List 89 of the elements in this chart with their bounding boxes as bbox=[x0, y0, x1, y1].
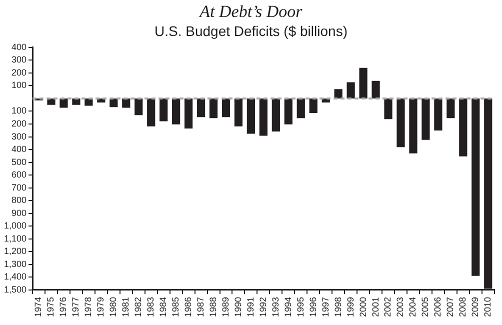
bar bbox=[234, 98, 243, 126]
bar bbox=[434, 98, 442, 131]
y-tick-label: 300 bbox=[11, 131, 27, 142]
x-tick-label: 1982 bbox=[133, 296, 144, 318]
chart-title: At Debt’s Door bbox=[198, 2, 304, 22]
bar bbox=[372, 80, 380, 98]
y-tick-label: 200 bbox=[11, 118, 27, 128]
x-tick-label: 1992 bbox=[258, 296, 268, 318]
bar bbox=[334, 89, 342, 98]
bar bbox=[422, 98, 430, 140]
x-tick-label: 1978 bbox=[83, 296, 94, 318]
bar bbox=[72, 98, 80, 105]
bar bbox=[184, 98, 193, 128]
x-tick-label: 1996 bbox=[308, 296, 318, 318]
x-tick-label: 1986 bbox=[183, 296, 194, 318]
chart-subtitle: U.S. Budget Deficits ($ billions) bbox=[154, 22, 348, 40]
x-tick-label: 1995 bbox=[295, 296, 306, 318]
bar bbox=[346, 82, 355, 98]
y-tick-label: 300 bbox=[11, 54, 27, 65]
bar bbox=[359, 68, 368, 98]
x-tick-label: 2003 bbox=[395, 296, 406, 318]
bar bbox=[259, 98, 268, 136]
bar bbox=[160, 98, 168, 122]
y-tick-label: 1,500 bbox=[4, 284, 27, 294]
bar bbox=[147, 98, 156, 126]
y-tick-label: 1,100 bbox=[4, 233, 27, 244]
x-tick-label: 2002 bbox=[382, 296, 393, 318]
x-tick-label: 2001 bbox=[370, 296, 380, 318]
bar bbox=[296, 98, 305, 118]
y-tick-label: 100 bbox=[11, 80, 27, 90]
x-tick-label: 1998 bbox=[332, 296, 343, 318]
x-tick-label: 1990 bbox=[232, 296, 243, 318]
bar bbox=[222, 98, 230, 118]
y-tick-label: 100 bbox=[11, 106, 27, 116]
bar bbox=[134, 98, 143, 116]
x-tick-label: 2008 bbox=[458, 296, 468, 318]
x-tick-label: 2000 bbox=[358, 296, 368, 318]
x-tick-label: 1994 bbox=[282, 296, 293, 318]
y-tick-label: 800 bbox=[11, 195, 27, 206]
x-tick-label: 2006 bbox=[432, 296, 443, 318]
bar bbox=[396, 98, 405, 148]
bar bbox=[409, 98, 418, 154]
x-tick-label: 2009 bbox=[470, 296, 480, 318]
x-tick-label: 1987 bbox=[196, 296, 206, 318]
y-tick-label: 400 bbox=[11, 42, 27, 52]
bar bbox=[309, 98, 318, 114]
x-tick-label: 1984 bbox=[158, 296, 168, 318]
bar bbox=[47, 98, 56, 105]
bar bbox=[459, 98, 468, 156]
y-tick-label: 900 bbox=[11, 208, 27, 218]
y-tick-label: 1,400 bbox=[4, 272, 27, 282]
x-tick-label: 1983 bbox=[146, 296, 156, 318]
y-tick-label: 700 bbox=[11, 182, 27, 192]
bar bbox=[60, 98, 68, 108]
x-tick-label: 1993 bbox=[270, 296, 280, 318]
x-tick-label: 1997 bbox=[320, 296, 330, 318]
y-tick-label: 1,300 bbox=[4, 258, 27, 269]
x-tick-label: 1979 bbox=[96, 296, 106, 318]
bar bbox=[246, 98, 256, 134]
bar bbox=[446, 98, 455, 118]
x-tick-label: 1981 bbox=[120, 296, 131, 318]
x-tick-label: 1988 bbox=[208, 296, 218, 318]
x-tick-label: 1974 bbox=[33, 296, 44, 318]
x-tick-label: 2005 bbox=[420, 296, 430, 318]
bar bbox=[172, 98, 180, 124]
y-tick-label: 500 bbox=[11, 156, 27, 167]
x-tick-label: 1975 bbox=[46, 296, 56, 318]
x-tick-label: 1980 bbox=[108, 296, 118, 318]
x-tick-label: 1985 bbox=[170, 296, 181, 318]
bar bbox=[196, 98, 206, 118]
x-tick-label: 2010 bbox=[482, 296, 493, 318]
x-tick-label: 1976 bbox=[58, 296, 68, 318]
x-tick-label: 2007 bbox=[445, 296, 456, 318]
y-tick-label: 1,000 bbox=[4, 220, 27, 231]
bar bbox=[284, 98, 292, 124]
x-tick-label: 1999 bbox=[345, 296, 356, 318]
x-tick-label: 1977 bbox=[70, 296, 81, 318]
y-tick-label: 400 bbox=[11, 144, 27, 154]
bar bbox=[384, 98, 392, 120]
y-tick-label: 600 bbox=[11, 170, 27, 180]
bar bbox=[122, 98, 130, 108]
bar bbox=[272, 98, 280, 132]
x-tick-label: 1991 bbox=[245, 296, 256, 318]
y-tick-label: 200 bbox=[11, 67, 27, 78]
x-tick-label: 1989 bbox=[220, 296, 230, 318]
y-tick-label: 1,200 bbox=[4, 246, 27, 256]
bar bbox=[209, 98, 218, 118]
x-tick-label: 2004 bbox=[408, 296, 418, 318]
bar bbox=[472, 98, 480, 276]
